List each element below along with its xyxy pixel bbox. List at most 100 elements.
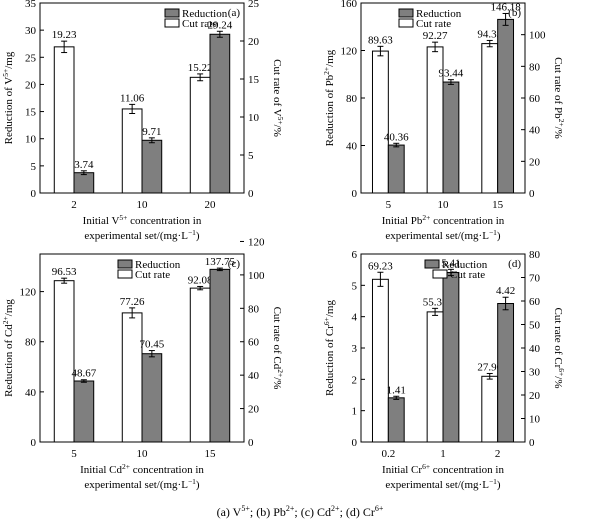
chart-panel-3: 0 40 80 120 0 20 40 60 80 100 120 5 96.53 48.67 10 77.2… [1,236,286,491]
y-right-axis-title: Cut rate of Cd2+/% [271,307,286,390]
reduction-data-label: 5.41 [441,257,460,269]
reduction-bar [73,172,95,194]
y-right-tick-label: 80 [248,303,260,315]
y-right-tick-label: 40 [529,125,541,137]
cut-rate-data-label: 77.26 [120,296,145,308]
y-right-tick-label: 40 [529,343,541,355]
x-tick-label: 10 [137,199,149,211]
y-left-tick-label: 35 [25,0,37,10]
y-right-tick-label: 5 [248,150,254,162]
cut-rate-data-label: 92.08 [188,274,213,286]
legend-swatch [424,259,440,269]
reduction-data-label: 93.44 [439,68,464,80]
y-left-tick-label: 160 [341,0,358,10]
reduction-bar [387,397,405,443]
y-right-tick-label: 30 [529,367,541,379]
y-left-tick-label: 15 [25,107,37,119]
y-left-tick-label: 40 [346,141,358,153]
panel-label: (d) [508,258,521,270]
cut-rate-data-label: 96.53 [52,266,77,278]
x-axis-title-line2: experimental set/(mg·L−1) [84,228,200,243]
cut-rate-data-label: 27.96 [477,361,502,373]
y-left-tick-label: 6 [352,249,358,261]
reduction-bar [73,380,95,443]
y-left-tick-label: 120 [341,46,358,58]
cut-rate-data-label: 89.63 [368,34,393,46]
reduction-data-label: 1.41 [387,384,406,396]
cut-rate-data-label: 55.37 [423,296,448,308]
x-axis-title-line2: experimental set/(mg·L−1) [385,477,501,492]
legend-swatch [432,269,448,279]
legend-label: Reduction [135,259,181,271]
cut-rate-data-label: 15.22 [188,62,213,74]
y-left-tick-label: 0 [352,188,358,200]
y-right-tick-label: 20 [529,390,541,402]
y-right-tick-label: 20 [529,156,541,168]
y-right-tick-label: 60 [248,337,260,349]
y-right-tick-label: 80 [529,61,541,73]
y-right-tick-label: 40 [248,370,260,382]
x-tick-label: 0.2 [381,448,395,460]
y-left-tick-label: 1 [352,406,358,418]
cut-rate-bar [53,46,75,194]
cut-rate-bar [371,278,389,443]
x-axis-title-line2: experimental set/(mg·L−1) [84,477,200,492]
legend-label: Reduction [416,8,462,20]
legend-label: Reduction [442,259,488,271]
x-tick-label: 1 [440,448,446,460]
legend-label: Cut rate [135,269,170,281]
figure-caption: (a) V5+; (b) Pb2+; (c) Cd2+; (d) Cr6+ [216,504,384,519]
legend-label: Reduction [182,8,228,20]
reduction-bar [442,81,460,194]
y-right-tick-label: 0 [248,437,254,449]
y-right-tick-label: 0 [248,188,254,200]
y-right-tick-label: 100 [529,30,546,42]
legend-label: Cut rate [182,18,217,30]
cut-rate-bar [121,108,143,194]
y-left-tick-label: 3 [352,343,358,355]
panel-label: (b) [508,7,521,19]
y-left-tick-label: 0 [31,437,37,449]
legend-swatch [164,8,180,18]
cut-rate-data-label: 94.35 [477,28,502,40]
y-right-axis-title: Cut rate of Cr6+/% [552,307,567,388]
cut-rate-bar [481,375,499,443]
y-right-tick-label: 25 [248,0,260,10]
reduction-bar [141,139,163,194]
cut-rate-data-label: 11.06 [120,92,145,104]
y-left-tick-label: 4 [352,312,358,324]
reduction-data-label: 4.42 [496,285,515,297]
reduction-data-label: 137.75 [205,256,236,268]
x-axis-title-line1: Initial Cr6+ concentration in [382,462,504,477]
x-axis-title-line1: Initial Cd2+ concentration in [80,462,204,477]
y-right-tick-label: 100 [248,270,265,282]
cut-rate-bar [481,43,499,194]
y-right-tick-label: 50 [529,320,541,332]
y-right-tick-label: 10 [248,112,260,124]
reduction-data-label: 3.74 [74,159,94,171]
x-axis-title-line2: experimental set/(mg·L−1) [385,228,501,243]
y-right-tick-label: 60 [529,93,541,105]
y-left-tick-label: 0 [31,188,37,200]
y-left-axis-title: Reduction of Pb2+/mg [322,49,337,146]
x-tick-label: 15 [492,199,504,211]
cut-rate-bar [121,312,143,443]
chart-panel-2: 0 40 80 120 160 0 20 40 60 80 100 5 89.63 40.36 10 92.2… [322,0,567,242]
y-right-tick-label: 0 [529,437,535,449]
x-tick-label: 15 [205,448,217,460]
y-right-tick-label: 15 [248,74,260,86]
y-left-tick-label: 10 [25,134,37,146]
y-left-tick-label: 2 [352,374,358,386]
y-left-tick-label: 30 [25,25,37,37]
panel-label: (c) [228,258,241,270]
y-right-tick-label: 60 [529,296,541,308]
y-right-axis-title: Cut rate of Pb2+/% [552,57,567,139]
cut-rate-data-label: 19.23 [52,29,77,41]
cut-rate-bar [426,311,444,443]
y-left-tick-label: 80 [25,337,37,349]
x-tick-label: 2 [71,199,77,211]
y-right-tick-label: 10 [529,414,541,426]
